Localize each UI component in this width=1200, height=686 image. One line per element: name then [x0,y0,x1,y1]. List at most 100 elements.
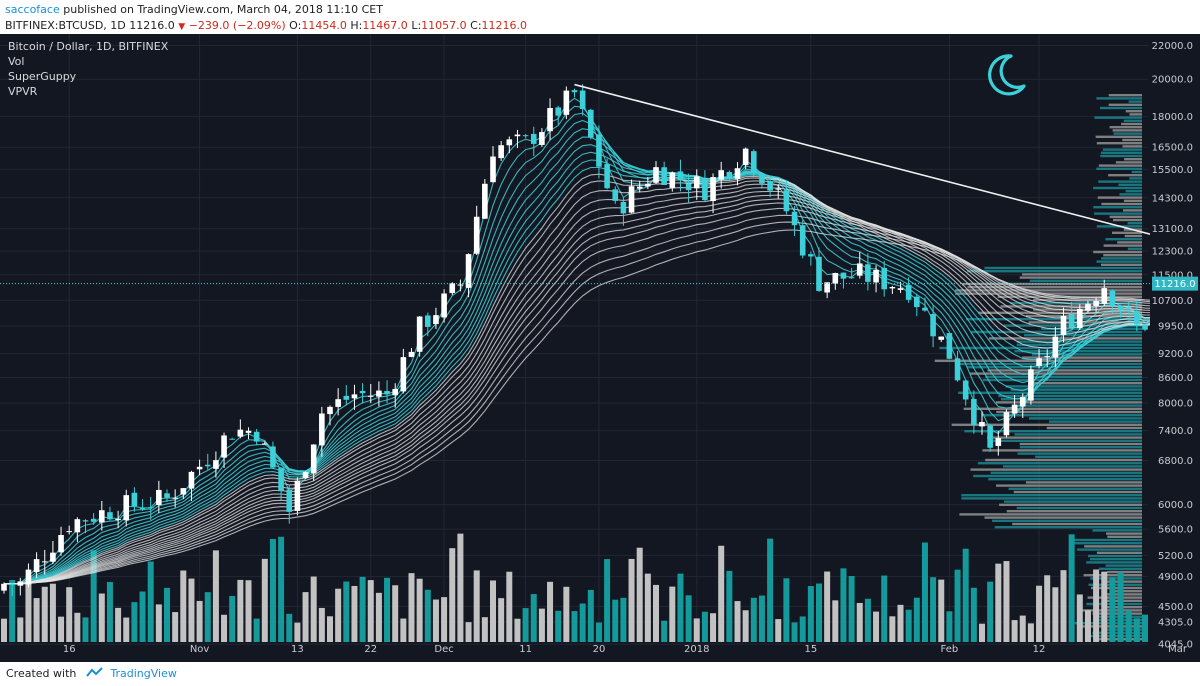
volume-bar [1019,615,1026,642]
legend-superguppy[interactable]: SuperGuppy [8,70,77,83]
chart-pane[interactable]: 22000.0 20000.0 18000.0 16500.0 15500.0 14300… [0,34,1200,662]
candle-body [571,90,578,93]
candle-body [270,446,276,468]
candle-body [718,170,724,180]
candle-body [482,183,488,219]
vpvr-bin [1105,238,1142,241]
candle-body [9,583,15,586]
volume-bar [1027,623,1034,642]
volume-bar [767,538,774,642]
vpvr-bin [965,318,1142,321]
candle-body [775,188,782,190]
vpvr-bin [1125,190,1142,193]
candle-body [156,489,162,506]
price-tick-label: 4305.0 [1158,618,1193,629]
volume-bar [1036,585,1043,642]
legend-vpvr[interactable]: VPVR [8,85,38,98]
created-with: Created with TradingView [6,667,177,680]
volume-bar [856,602,863,642]
vpvr-bin [1006,510,1142,513]
time-tick-label: 2018 [684,644,709,655]
candle-body [1028,369,1034,401]
candle-body [433,315,439,325]
vpvr-bin [1088,554,1142,558]
vpvr-bin [967,366,1142,369]
price-tick-label: 14300.0 [1152,193,1193,204]
volume-bar [832,600,839,642]
legend-vol[interactable]: Vol [8,55,25,68]
candle-body [1134,311,1140,325]
volume-bar [335,588,342,642]
volume-bar [530,594,537,642]
candle-body [327,406,333,415]
candle-body [131,492,138,507]
volume-bar [1084,610,1091,642]
footer-bar: Created with TradingView [0,662,1200,686]
volume-bar [710,613,717,642]
candle-body [392,388,398,396]
volume-bar [286,613,293,642]
candle-body [367,395,374,397]
volume-bar [987,581,994,642]
volume-bar [742,610,749,642]
vpvr-bin [955,292,1142,295]
volume-bar [995,563,1002,642]
volume-bar [938,579,945,642]
price-tick-label: 7400.0 [1158,426,1193,437]
candle-body [123,495,130,521]
time-tick-label: 16 [63,644,76,655]
volume-bar [734,601,741,642]
volume-bar [693,618,700,642]
volume-bar [604,559,611,642]
candle-body [1011,404,1018,414]
low-label: L: [411,19,422,32]
ribbon-line [3,202,1200,585]
candle-body [971,399,977,425]
volume-bar [970,587,977,642]
ribbon-line [3,136,1200,585]
volume-bar [1125,610,1132,642]
volume-bar [416,578,423,642]
volume-bar [49,583,56,642]
vpvr-bin [1123,119,1142,122]
high-label: H: [350,19,363,32]
axes: 22000.0 20000.0 18000.0 16500.0 15500.0 14300… [63,34,1200,662]
volume-bar [327,616,333,642]
vpvr-bin [959,513,1142,516]
candle-body [848,277,855,279]
candle-body [539,132,545,145]
price-tick-label: 9950.0 [1158,321,1193,332]
candle-body [563,90,570,115]
vpvr-bin [1128,100,1142,103]
author-link[interactable]: saccoface [5,3,60,16]
volume-bar [612,599,619,642]
candle-body [816,256,822,291]
volume-bar [449,548,456,642]
candle-body [832,272,839,284]
vpvr-bin [1096,551,1142,554]
candle-body [172,497,178,499]
candle-body [498,145,504,159]
ribbon-line [3,159,1200,585]
time-tick-label: 22 [364,644,377,655]
tradingview-link[interactable]: TradingView [110,667,177,680]
candle-body [302,471,309,479]
volume-bar [66,587,73,642]
candle-body [1052,336,1059,358]
vpvr-bin [984,266,1142,270]
volume-bar [359,576,366,642]
vpvr-bin [1118,183,1142,186]
candle-body [33,559,40,573]
volume-bar [261,558,268,642]
vpvr-bin [1017,452,1142,455]
candle-body [262,443,268,445]
candle-body [384,390,390,395]
legend-title[interactable]: Bitcoin / Dollar, 1D, BITFINEX [8,40,169,53]
vpvr-bin [967,286,1142,289]
low-value: 11057.0 [421,19,467,32]
vpvr-bin [1016,506,1142,510]
vpvr-bin [1090,586,1142,590]
price-chart[interactable]: 22000.0 20000.0 18000.0 16500.0 15500.0 14300… [0,34,1200,662]
ribbon-line [3,190,1200,585]
vpvr-bin [1107,570,1142,574]
